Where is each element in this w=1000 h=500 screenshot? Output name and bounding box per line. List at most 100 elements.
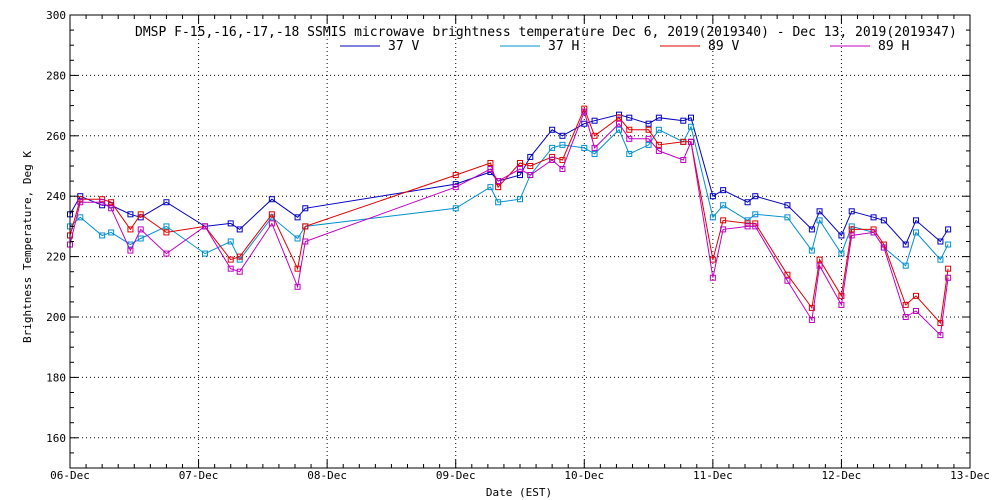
data-point bbox=[108, 229, 115, 236]
data-point bbox=[517, 166, 523, 173]
data-point bbox=[752, 193, 759, 200]
x-tick-label: 09-Dec bbox=[436, 469, 476, 482]
ticks: 160 180 200 220 240 260 280 300 06-Dec 07-Dec 08-D… bbox=[46, 9, 990, 482]
data-point bbox=[517, 172, 523, 179]
data-point bbox=[784, 202, 791, 209]
data-point bbox=[626, 126, 633, 133]
data-point bbox=[559, 132, 566, 139]
data-point bbox=[236, 268, 243, 275]
data-point bbox=[581, 120, 588, 127]
data-point bbox=[236, 226, 243, 233]
data-point bbox=[913, 229, 919, 236]
data-point bbox=[655, 147, 662, 154]
data-point bbox=[744, 220, 751, 227]
data-point bbox=[487, 166, 494, 173]
data-point bbox=[495, 178, 502, 185]
data-point bbox=[945, 265, 952, 272]
data-point bbox=[137, 226, 144, 233]
data-point bbox=[616, 126, 622, 133]
data-point bbox=[816, 262, 823, 269]
data-point bbox=[902, 262, 909, 269]
data-point bbox=[720, 217, 727, 224]
data-point bbox=[688, 123, 694, 130]
data-point bbox=[680, 156, 687, 163]
data-point bbox=[127, 247, 134, 254]
y-tick-label: 240 bbox=[46, 190, 66, 203]
data-point bbox=[549, 126, 556, 133]
y-tick-label: 260 bbox=[46, 130, 66, 143]
data-point bbox=[202, 250, 208, 257]
data-point bbox=[137, 211, 144, 218]
data-point bbox=[527, 172, 534, 179]
data-point bbox=[294, 214, 301, 221]
data-point bbox=[626, 150, 633, 157]
data-point bbox=[913, 217, 919, 224]
data-point bbox=[784, 271, 791, 278]
data-point bbox=[680, 117, 687, 124]
x-tick-label: 10-Dec bbox=[564, 469, 604, 482]
data-point bbox=[848, 208, 855, 215]
data-point bbox=[591, 117, 598, 124]
data-point bbox=[487, 184, 494, 191]
data-point bbox=[880, 217, 887, 224]
data-point bbox=[591, 150, 598, 157]
data-point bbox=[227, 265, 234, 272]
data-point bbox=[945, 241, 952, 248]
data-point bbox=[452, 205, 459, 212]
data-point bbox=[838, 232, 845, 239]
data-point bbox=[752, 223, 759, 230]
data-point bbox=[752, 211, 759, 218]
data-point bbox=[937, 238, 944, 245]
data-point bbox=[902, 301, 909, 308]
data-point bbox=[227, 256, 234, 263]
data-point bbox=[655, 141, 662, 148]
grid bbox=[70, 15, 970, 468]
data-point bbox=[452, 172, 459, 179]
legend-item: 37 V bbox=[340, 39, 419, 54]
x-tick-label: 13-Dec bbox=[950, 469, 990, 482]
data-point bbox=[559, 141, 566, 148]
data-point bbox=[294, 265, 301, 272]
data-point bbox=[302, 223, 309, 230]
data-point bbox=[838, 301, 845, 308]
data-point bbox=[517, 159, 523, 166]
data-point bbox=[870, 214, 877, 221]
data-point bbox=[77, 199, 84, 206]
legend-label: 89 V bbox=[708, 39, 739, 54]
data-point bbox=[808, 247, 815, 254]
data-point bbox=[302, 205, 309, 212]
data-point bbox=[163, 229, 170, 236]
data-point bbox=[720, 202, 727, 209]
data-point bbox=[655, 126, 662, 133]
data-point bbox=[913, 292, 919, 299]
data-point bbox=[744, 199, 751, 206]
data-point bbox=[294, 283, 301, 290]
data-point bbox=[709, 274, 716, 281]
data-point bbox=[77, 214, 84, 221]
series-line bbox=[69, 114, 949, 246]
data-point bbox=[808, 226, 815, 233]
data-point bbox=[744, 223, 751, 230]
plot-frame bbox=[69, 14, 971, 469]
data-point bbox=[626, 114, 633, 121]
data-point bbox=[709, 193, 716, 200]
data-point bbox=[945, 274, 952, 281]
data-point bbox=[945, 226, 952, 233]
legend-item: 89 V bbox=[660, 39, 739, 54]
x-axis-label: Date (EST) bbox=[486, 486, 552, 499]
y-tick-label: 180 bbox=[46, 371, 66, 384]
y-tick-label: 200 bbox=[46, 311, 66, 324]
y-axis-label: Brightness Temperature, Deg K bbox=[21, 151, 34, 343]
data-point bbox=[495, 199, 502, 206]
data-point bbox=[626, 135, 633, 142]
data-point bbox=[838, 250, 845, 257]
data-point bbox=[591, 132, 598, 139]
data-point bbox=[937, 256, 944, 263]
data-point bbox=[581, 108, 588, 115]
legend-label: 37 V bbox=[388, 39, 419, 54]
y-tick-label: 220 bbox=[46, 251, 66, 264]
x-tick-label: 07-Dec bbox=[179, 469, 219, 482]
data-point bbox=[870, 229, 877, 236]
x-tick-label: 12-Dec bbox=[822, 469, 862, 482]
